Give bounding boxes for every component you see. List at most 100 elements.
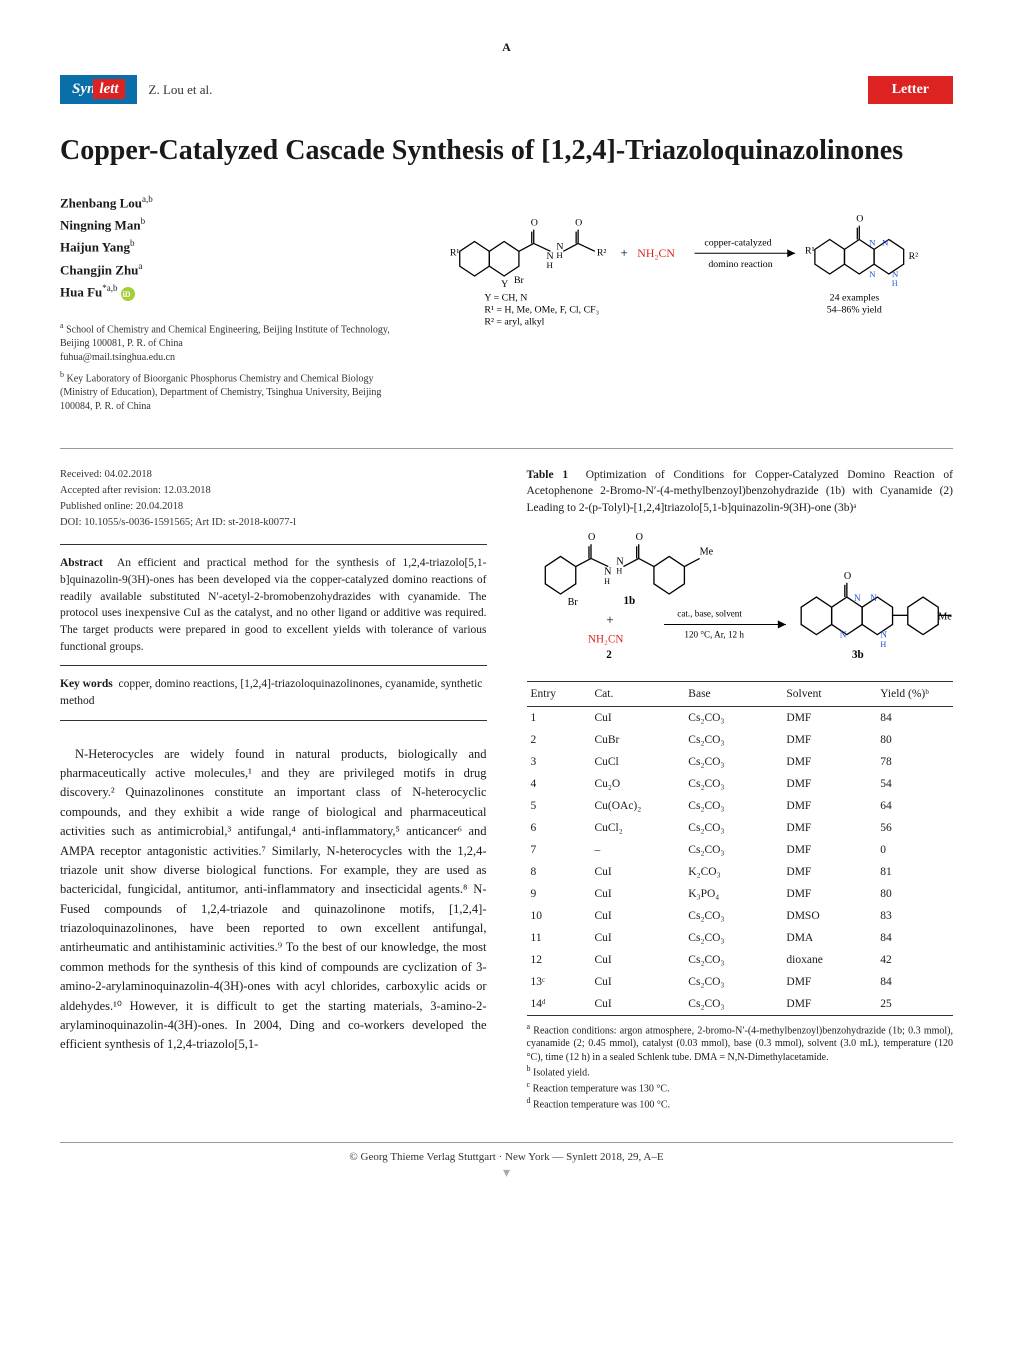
graphical-abstract: R¹ Y Br O O N H N H R² + NH₂CN copper-ca… bbox=[440, 192, 953, 345]
svg-text:N: N bbox=[853, 593, 860, 603]
table-cell: 84 bbox=[876, 927, 953, 949]
article-dates: Received: 04.02.2018 Accepted after revi… bbox=[60, 467, 487, 530]
table-cell: 56 bbox=[876, 817, 953, 839]
arrow-top-text: copper-catalyzed bbox=[704, 237, 771, 248]
table-cell: 80 bbox=[876, 729, 953, 751]
date-doi: DOI: 10.1055/s-0036-1591565; Art ID: st-… bbox=[60, 515, 487, 531]
author-entry: Ningning Manb bbox=[60, 214, 400, 236]
svg-text:H: H bbox=[616, 566, 622, 575]
table-row: 1CuICs₂CO₃DMF84 bbox=[527, 706, 954, 729]
header-bar: Synlett Z. Lou et al. Letter bbox=[60, 75, 953, 104]
table-cell: 1 bbox=[527, 706, 591, 729]
author-entry: Hua Fu*a,b bbox=[60, 281, 400, 303]
abstract-box: Abstract An efficient and practical meth… bbox=[60, 544, 487, 666]
table-row: 4Cu₂OCs₂CO₃DMF54 bbox=[527, 773, 954, 795]
table-cell: Cs₂CO₃ bbox=[684, 817, 782, 839]
table-cell: 12 bbox=[527, 949, 591, 971]
table-cell: CuI bbox=[590, 993, 684, 1016]
keywords-box: Key words copper, domino reactions, [1,2… bbox=[60, 676, 487, 720]
table-cell: 2 bbox=[527, 729, 591, 751]
table-note: a Reaction conditions: argon atmosphere,… bbox=[527, 1022, 954, 1065]
table-cell: DMF bbox=[782, 861, 876, 883]
scheme-examples: 24 examples bbox=[830, 292, 880, 303]
scheme-r2-line: R² = aryl, alkyl bbox=[484, 316, 544, 327]
svg-text:R¹: R¹ bbox=[450, 247, 460, 258]
table-cell: 5 bbox=[527, 795, 591, 817]
table-cell: DMF bbox=[782, 751, 876, 773]
svg-text:Y: Y bbox=[501, 278, 508, 289]
scheme-y-line: Y = CH, N bbox=[484, 292, 527, 303]
orcid-icon bbox=[121, 287, 135, 301]
table-cell: DMF bbox=[782, 971, 876, 993]
table-cell: dioxane bbox=[782, 949, 876, 971]
keywords-label: Key words bbox=[60, 678, 113, 690]
table-cell: Cu(OAc)₂ bbox=[590, 795, 684, 817]
table-row: 12CuICs₂CO₃dioxane42 bbox=[527, 949, 954, 971]
article-title: Copper-Catalyzed Cascade Synthesis of [1… bbox=[60, 134, 953, 168]
svg-text:Br: Br bbox=[567, 597, 578, 608]
arrow-bottom-text: domino reaction bbox=[708, 259, 772, 270]
table1-notes: a Reaction conditions: argon atmosphere,… bbox=[527, 1022, 954, 1112]
table-cell: Cs₂CO₃ bbox=[684, 971, 782, 993]
table-note: d Reaction temperature was 100 °C. bbox=[527, 1096, 954, 1112]
table-cell: 80 bbox=[876, 883, 953, 905]
svg-text:N: N bbox=[870, 593, 877, 603]
journal-badge: Synlett bbox=[60, 75, 137, 104]
table-cell: DMA bbox=[782, 927, 876, 949]
table1-label: Table 1 bbox=[527, 469, 569, 481]
svg-text:1b: 1b bbox=[623, 595, 635, 607]
table-cell: Cu₂O bbox=[590, 773, 684, 795]
table-cell: 0 bbox=[876, 839, 953, 861]
svg-text:Br: Br bbox=[514, 274, 525, 285]
svg-text:N: N bbox=[892, 269, 899, 279]
nh2cn-label: NH₂CN bbox=[637, 246, 675, 260]
table-cell: 4 bbox=[527, 773, 591, 795]
table-cell: 9 bbox=[527, 883, 591, 905]
table-cell: Cs₂CO₃ bbox=[684, 751, 782, 773]
table-row: 14ᵈCuICs₂CO₃DMF25 bbox=[527, 993, 954, 1016]
svg-text:2: 2 bbox=[606, 649, 612, 660]
table-cell: DMF bbox=[782, 993, 876, 1016]
table1: EntryCat.BaseSolventYield (%)ᵇ 1CuICs₂CO… bbox=[527, 681, 954, 1016]
date-received: Received: 04.02.2018 bbox=[60, 467, 487, 483]
table-row: 13ᶜCuICs₂CO₃DMF84 bbox=[527, 971, 954, 993]
table-cell: CuCl bbox=[590, 751, 684, 773]
table-cell: CuI bbox=[590, 949, 684, 971]
svg-text:R²: R² bbox=[597, 247, 607, 258]
table-cell: 78 bbox=[876, 751, 953, 773]
svg-text:O: O bbox=[856, 213, 863, 224]
svg-text:cat., base, solvent: cat., base, solvent bbox=[677, 608, 742, 618]
section-divider bbox=[60, 448, 953, 449]
svg-text:O: O bbox=[843, 570, 850, 581]
table-cell: Cs₂CO₃ bbox=[684, 773, 782, 795]
table-note: c Reaction temperature was 130 °C. bbox=[527, 1080, 954, 1096]
table-cell: DMF bbox=[782, 706, 876, 729]
footer-text: © Georg Thieme Verlag Stuttgart · New Yo… bbox=[349, 1151, 663, 1163]
affiliation: b Key Laboratory of Bioorganic Phosphoru… bbox=[60, 369, 400, 414]
table1-caption: Table 1 Optimization of Conditions for C… bbox=[527, 467, 954, 515]
scheme-r1-line: R¹ = H, Me, OMe, F, Cl, CF₃ bbox=[484, 304, 599, 315]
svg-text:+: + bbox=[621, 246, 628, 260]
table-row: 3CuClCs₂CO₃DMF78 bbox=[527, 751, 954, 773]
table-header-cell: Yield (%)ᵇ bbox=[876, 681, 953, 706]
table-cell: 10 bbox=[527, 905, 591, 927]
header-author-short: Z. Lou et al. bbox=[149, 82, 856, 98]
table-cell: K₂CO₃ bbox=[684, 861, 782, 883]
table-cell: – bbox=[590, 839, 684, 861]
table-cell: CuCl₂ bbox=[590, 817, 684, 839]
svg-text:H: H bbox=[547, 260, 554, 270]
table1-caption-text: Optimization of Conditions for Copper-Ca… bbox=[527, 469, 954, 513]
page-marker: A bbox=[60, 40, 953, 55]
svg-text:O: O bbox=[531, 217, 538, 228]
keywords-text: copper, domino reactions, [1,2,4]-triazo… bbox=[60, 678, 482, 707]
table-row: 8CuIK₂CO₃DMF81 bbox=[527, 861, 954, 883]
table-cell: 8 bbox=[527, 861, 591, 883]
table-cell: 84 bbox=[876, 971, 953, 993]
table-cell: Cs₂CO₃ bbox=[684, 905, 782, 927]
table-cell: 3 bbox=[527, 751, 591, 773]
author-entry: Changjin Zhua bbox=[60, 259, 400, 281]
svg-text:H: H bbox=[880, 639, 886, 648]
table-cell: 14ᵈ bbox=[527, 993, 591, 1016]
table-cell: CuBr bbox=[590, 729, 684, 751]
table-cell: Cs₂CO₃ bbox=[684, 795, 782, 817]
